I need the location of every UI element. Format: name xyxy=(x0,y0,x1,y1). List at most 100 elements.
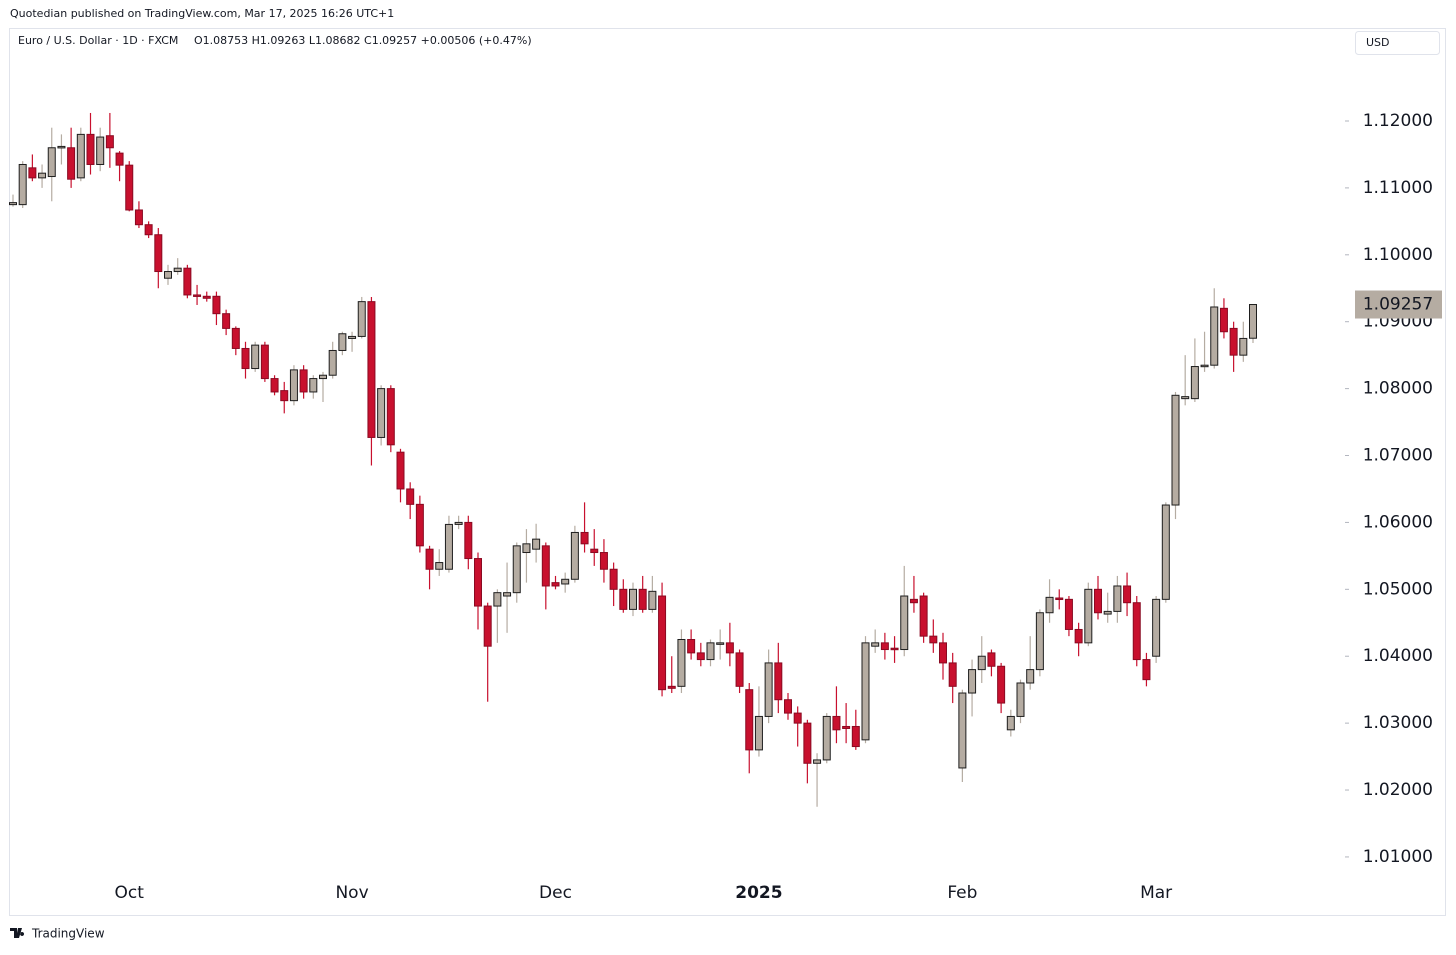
candle-body xyxy=(919,595,928,637)
candle-body xyxy=(619,588,628,610)
candle-body xyxy=(1006,715,1015,731)
candle-body xyxy=(987,652,996,667)
candle-body xyxy=(599,552,608,570)
candle-body xyxy=(541,545,550,587)
candle-body xyxy=(367,301,376,438)
candle-body xyxy=(18,163,27,206)
y-tick-label: 1.07000 xyxy=(1363,446,1433,466)
y-tick-label: 1.11000 xyxy=(1363,178,1433,198)
candle-body xyxy=(909,598,918,604)
chart-title: Euro / U.S. Dollar · 1D · FXCM xyxy=(18,34,178,47)
candle-body xyxy=(735,652,744,687)
candle-body xyxy=(76,133,85,179)
candle-body xyxy=(958,692,967,769)
candle-body xyxy=(997,665,1006,704)
candle-body xyxy=(851,725,860,748)
candle-body xyxy=(900,595,909,651)
candle-body xyxy=(1161,504,1170,600)
candle-body xyxy=(396,451,405,490)
candle-body xyxy=(47,147,56,178)
candle-body xyxy=(706,642,715,661)
candle-body xyxy=(328,349,337,376)
x-tick-label: 2025 xyxy=(735,883,782,903)
candle-body xyxy=(212,295,221,315)
candle-body xyxy=(357,301,366,337)
candle-body xyxy=(522,543,531,554)
candle-body xyxy=(503,592,512,597)
candle-body xyxy=(289,369,298,402)
candle-body xyxy=(580,531,589,545)
candle-body xyxy=(464,521,473,560)
x-tick-label: Oct xyxy=(115,883,145,903)
candle-body xyxy=(299,369,308,393)
y-tick-label: 1.03000 xyxy=(1363,713,1433,733)
candle-body xyxy=(774,662,783,701)
y-tick-label: 1.12000 xyxy=(1363,111,1433,131)
candle-body xyxy=(590,548,599,554)
candle-body xyxy=(222,313,231,329)
candle-body xyxy=(377,388,386,438)
y-tick-label: 1.06000 xyxy=(1363,512,1433,532)
candle-body xyxy=(1229,327,1238,356)
candle-body xyxy=(764,662,773,717)
candle-body xyxy=(270,378,279,393)
candle-body xyxy=(183,267,192,296)
candle-body xyxy=(551,582,560,587)
candle-body xyxy=(532,538,541,550)
candle-body xyxy=(1016,682,1025,717)
candle-body xyxy=(144,224,153,236)
y-tick-label: 1.04000 xyxy=(1363,646,1433,666)
candle-body xyxy=(115,152,124,166)
candle-body xyxy=(1219,307,1228,333)
candle-body xyxy=(1113,585,1122,612)
candle-body xyxy=(1200,364,1209,368)
candle-body xyxy=(696,652,705,661)
candle-body xyxy=(96,136,105,165)
candle-body xyxy=(1026,669,1035,684)
candle-body xyxy=(638,588,647,610)
candle-body xyxy=(1094,588,1102,614)
candle-body xyxy=(1045,596,1054,614)
plot xyxy=(9,112,1257,807)
candle-body xyxy=(871,642,880,647)
y-tick-label: 1.02000 xyxy=(1363,780,1433,800)
chart-frame xyxy=(9,28,1446,916)
candle-body xyxy=(425,548,434,570)
y-tick-label: 1.05000 xyxy=(1363,579,1433,599)
candle-body xyxy=(338,333,347,351)
candle-body xyxy=(454,521,463,525)
currency-label: USD xyxy=(1366,36,1390,49)
candle-body xyxy=(415,503,424,547)
candle-body xyxy=(929,635,938,644)
candle-body xyxy=(813,759,822,764)
candle-body xyxy=(677,638,686,687)
candle-body xyxy=(154,234,163,273)
candle-body xyxy=(125,164,134,211)
candle-body xyxy=(86,133,95,165)
candle-body xyxy=(754,715,763,751)
candle-body xyxy=(435,562,444,570)
candle-body xyxy=(745,689,754,751)
candle-body xyxy=(561,578,570,585)
candle-body xyxy=(1064,598,1073,630)
candle-body xyxy=(725,642,734,654)
candle-body xyxy=(832,715,841,731)
candle-body xyxy=(1181,396,1190,400)
candle-body xyxy=(890,647,899,651)
candle-body xyxy=(251,344,260,370)
candle-body xyxy=(57,145,66,149)
candle-body xyxy=(968,669,977,694)
candle-body xyxy=(164,271,172,279)
candle-body xyxy=(483,605,492,647)
candle-body xyxy=(28,167,37,179)
candle-body xyxy=(1055,597,1064,601)
candle-body xyxy=(105,135,114,149)
ohlc-legend: O1.08753 H1.09263 L1.08682 C1.09257 +0.0… xyxy=(194,34,532,47)
candle-body xyxy=(1239,337,1248,356)
candle-body xyxy=(1084,588,1093,644)
candle-body xyxy=(716,642,725,645)
candle-body xyxy=(861,642,870,741)
x-tick-label: Dec xyxy=(539,883,572,903)
last-price-box xyxy=(1355,290,1442,319)
